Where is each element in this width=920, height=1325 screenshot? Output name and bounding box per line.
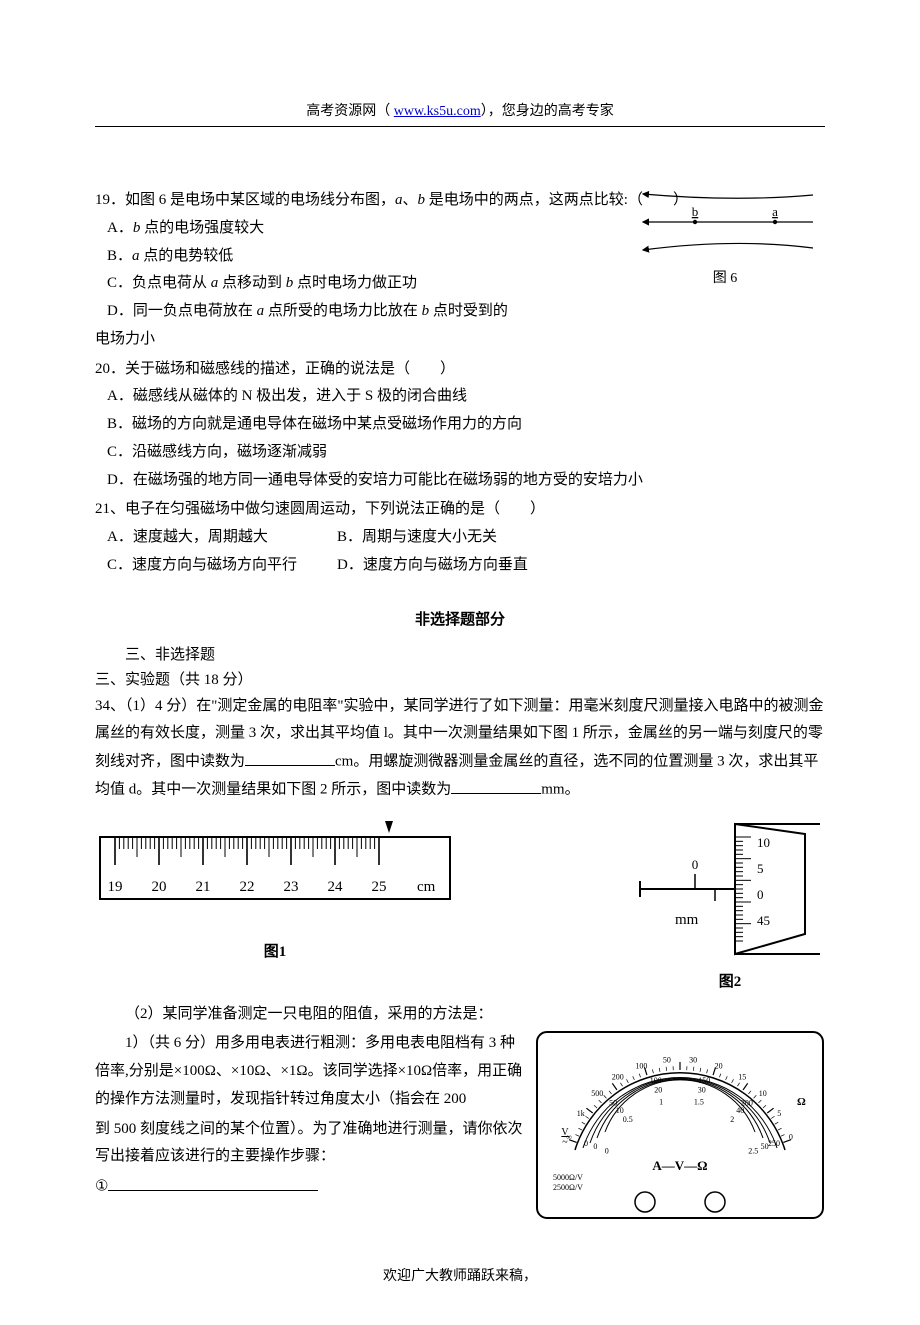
svg-text:500: 500 (591, 1089, 603, 1098)
svg-text:100: 100 (650, 1076, 662, 1085)
blank-ruler-reading[interactable] (245, 748, 335, 766)
svg-text:5: 5 (777, 1109, 781, 1118)
svg-text:cm: cm (417, 879, 436, 895)
svg-text:25: 25 (372, 879, 387, 895)
q20-opt-b: B．磁场的方向就是通电导体在磁场中某点受磁场作用力的方向 (95, 411, 825, 439)
svg-text:1.5: 1.5 (694, 1098, 704, 1107)
page-footer: 欢迎广大教师踊跃来稿， (95, 1265, 825, 1285)
q21-opt-b: B．周期与速度大小无关 (337, 524, 497, 552)
micrometer-svg: 0 10 5 0 45 mm (635, 819, 825, 959)
svg-text:21: 21 (196, 879, 211, 895)
question-34-part2-intro: （2）某同学准备测定一只电阻的阻值，采用的方法是： (95, 1001, 825, 1029)
svg-text:5: 5 (757, 861, 764, 876)
svg-text:2500Ω/V: 2500Ω/V (553, 1183, 583, 1192)
figure-2-caption: 图2 (635, 970, 825, 991)
multimeter-figure: ∞1k500200100503020151050 050100150200250… (535, 1030, 825, 1225)
svg-text:20: 20 (715, 1062, 723, 1071)
svg-text:0: 0 (789, 1133, 793, 1142)
blank-micrometer-reading[interactable] (451, 776, 541, 794)
svg-text:40: 40 (736, 1106, 744, 1115)
section-3-experiment: 三、实验题（共 18 分） (95, 668, 825, 689)
question-21: 21、电子在匀强磁场中做匀速圆周运动，下列说法正确的是（ ） A．速度越大，周期… (95, 496, 825, 579)
q20-stem: 20．关于磁场和磁感线的描述，正确的说法是（ ） (95, 356, 825, 384)
svg-text:250: 250 (768, 1139, 780, 1148)
svg-text:15: 15 (738, 1073, 746, 1082)
svg-text:a: a (772, 204, 778, 219)
q20-opt-c: C．沿磁感线方向，磁场逐渐减弱 (95, 439, 825, 467)
svg-text:~: ~ (562, 1137, 568, 1148)
ruler-svg: 19 20 21 22 23 24 25 cm (95, 819, 455, 929)
header-divider (95, 126, 825, 127)
multimeter-svg: ∞1k500200100503020151050 050100150200250… (535, 1030, 825, 1220)
svg-text:0: 0 (757, 887, 764, 902)
header-suffix: ），您身边的高考专家 (481, 104, 614, 119)
q20-opt-a: A．磁感线从磁体的 N 极出发，进入于 S 极的闭合曲线 (95, 383, 825, 411)
svg-text:Ω: Ω (797, 1096, 806, 1108)
svg-text:0: 0 (584, 1139, 588, 1148)
svg-text:0: 0 (605, 1147, 609, 1156)
q21-opt-c: C．速度方向与磁场方向平行 (107, 552, 337, 580)
svg-text:50: 50 (663, 1056, 671, 1065)
q21-stem: 21、电子在匀强磁场中做匀速圆周运动，下列说法正确的是（ ） (95, 496, 825, 524)
svg-text:200: 200 (612, 1073, 624, 1082)
svg-text:10: 10 (616, 1106, 624, 1115)
svg-text:100: 100 (635, 1062, 647, 1071)
svg-text:mm: mm (675, 912, 699, 928)
svg-text:24: 24 (328, 879, 344, 895)
question-34-part1: 34、（1）4 分）在"测定金属的电阻率"实验中，某同学进行了如下测量：用毫米刻… (95, 693, 825, 805)
figure-2: 0 10 5 0 45 mm 图2 (635, 819, 825, 991)
svg-text:30: 30 (689, 1056, 697, 1065)
section-2-title: 非选择题部分 (95, 608, 825, 629)
q21-opt-d: D．速度方向与磁场方向垂直 (337, 552, 528, 580)
svg-text:30: 30 (698, 1086, 706, 1095)
figures-row: 19 20 21 22 23 24 25 cm 图1 0 10 5 0 45 mm (95, 819, 825, 991)
page-header: 高考资源网（ www.ks5u.com），您身边的高考专家 (95, 100, 825, 120)
q19-opt-d-line1: D．同一负点电荷放在 a 点所受的电场力比放在 b 点时受到的 (95, 298, 825, 326)
svg-text:20: 20 (654, 1086, 662, 1095)
svg-text:0: 0 (692, 857, 699, 872)
svg-text:2: 2 (730, 1115, 734, 1124)
svg-text:1: 1 (659, 1098, 663, 1107)
q20-opt-d: D．在磁场强的地方同一通电导体受的安培力可能比在磁场弱的地方受的安培力小 (95, 467, 825, 495)
blank-step-1[interactable] (108, 1173, 318, 1191)
svg-text:2.5: 2.5 (748, 1147, 758, 1156)
svg-text:150: 150 (698, 1076, 710, 1085)
svg-text:0: 0 (593, 1142, 597, 1151)
q21-opt-a: A．速度越大，周期越大 (107, 524, 337, 552)
section-3-label: 三、非选择题 (95, 643, 825, 664)
figure-6: b a 图 6 (630, 190, 820, 287)
svg-text:10: 10 (759, 1089, 767, 1098)
figure-1: 19 20 21 22 23 24 25 cm 图1 (95, 819, 455, 961)
svg-text:0.5: 0.5 (623, 1115, 633, 1124)
figure-1-caption: 图1 (95, 940, 455, 961)
svg-text:22: 22 (240, 879, 255, 895)
svg-text:b: b (692, 204, 699, 219)
svg-text:1k: 1k (577, 1109, 585, 1118)
header-link[interactable]: www.ks5u.com (394, 104, 481, 119)
q19-opt-d-line2: 电场力小 (95, 326, 825, 354)
field-lines-svg: b a (635, 190, 815, 260)
figure-6-caption: 图 6 (630, 267, 820, 287)
svg-text:A—V—Ω: A—V—Ω (652, 1158, 707, 1173)
question-20: 20．关于磁场和磁感线的描述，正确的说法是（ ） A．磁感线从磁体的 N 极出发… (95, 356, 825, 495)
header-prefix: 高考资源网（ (306, 104, 394, 119)
svg-text:50: 50 (761, 1142, 769, 1151)
svg-text:5000Ω/V: 5000Ω/V (553, 1173, 583, 1182)
svg-text:23: 23 (284, 879, 299, 895)
svg-text:20: 20 (152, 879, 167, 895)
svg-text:10: 10 (757, 835, 770, 850)
svg-text:45: 45 (757, 913, 770, 928)
svg-text:19: 19 (108, 879, 123, 895)
